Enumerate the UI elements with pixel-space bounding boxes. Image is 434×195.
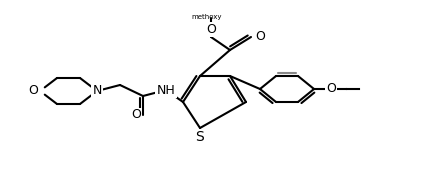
Text: N: N xyxy=(92,84,102,98)
Text: methoxy: methoxy xyxy=(191,14,222,20)
Text: O: O xyxy=(28,84,38,98)
Text: O: O xyxy=(131,108,141,121)
Text: O: O xyxy=(254,30,264,43)
Text: O: O xyxy=(206,23,215,36)
Text: NH: NH xyxy=(156,83,175,97)
Text: O: O xyxy=(326,82,335,96)
Text: S: S xyxy=(195,130,204,144)
